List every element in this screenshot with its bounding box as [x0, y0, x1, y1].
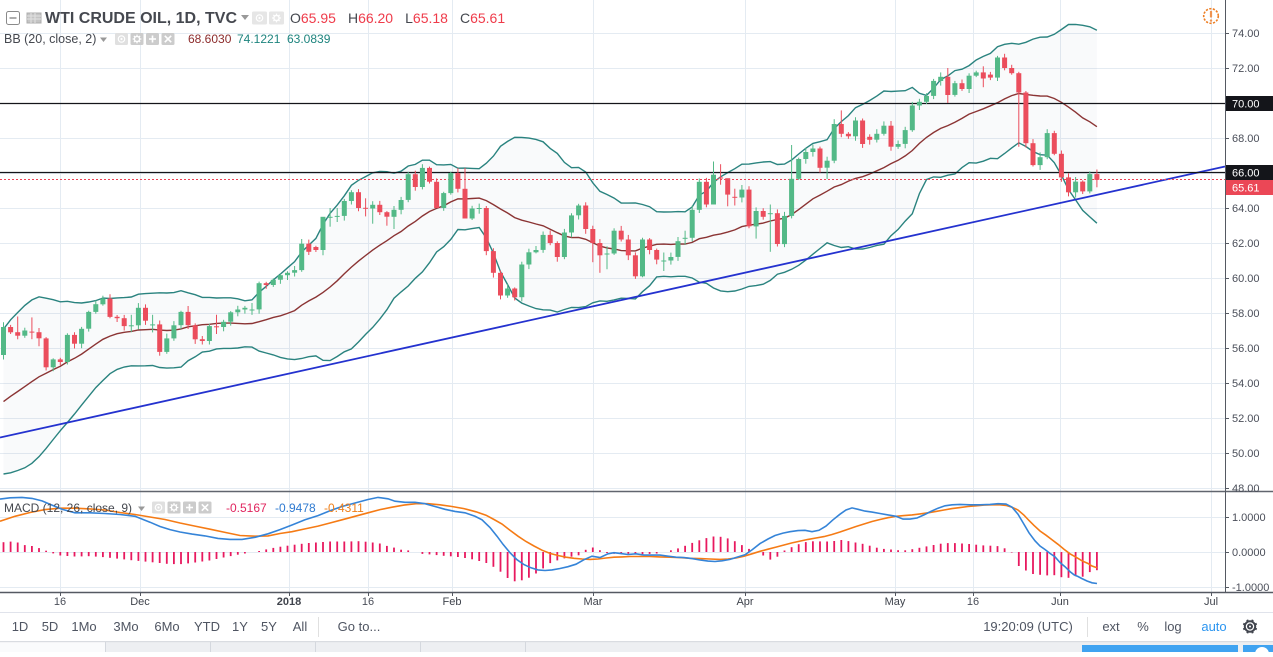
svg-text:-0.5167: -0.5167 [226, 501, 267, 515]
svg-text:WTI CRUDE OIL, 1D, TVC: WTI CRUDE OIL, 1D, TVC [45, 10, 237, 27]
svg-text:Go to...: Go to... [338, 619, 381, 634]
svg-text:Feb: Feb [443, 596, 462, 608]
svg-text:16: 16 [362, 596, 374, 608]
svg-text:19:20:09 (UTC): 19:20:09 (UTC) [983, 619, 1073, 634]
svg-text:48.00: 48.00 [1232, 483, 1260, 495]
svg-text:%: % [1137, 619, 1149, 634]
svg-text:Dec: Dec [130, 596, 150, 608]
svg-text:May: May [885, 596, 906, 608]
svg-text:YTD: YTD [194, 619, 220, 634]
svg-text:66.00: 66.00 [1232, 168, 1260, 180]
svg-text:64.00: 64.00 [1232, 203, 1260, 215]
svg-text:Mar: Mar [584, 596, 603, 608]
svg-text:1.0000: 1.0000 [1232, 512, 1266, 524]
svg-text:3Mo: 3Mo [113, 619, 138, 634]
svg-text:-0.9478: -0.9478 [275, 501, 316, 515]
svg-text:52.00: 52.00 [1232, 413, 1260, 425]
svg-text:log: log [1164, 619, 1181, 634]
svg-text:6Mo: 6Mo [154, 619, 179, 634]
svg-text:62.00: 62.00 [1232, 238, 1260, 250]
svg-text:0.0000: 0.0000 [1232, 547, 1266, 559]
svg-text:63.0839: 63.0839 [287, 32, 331, 46]
svg-text:16: 16 [967, 596, 979, 608]
svg-text:65.61: 65.61 [1232, 183, 1260, 195]
svg-text:54.00: 54.00 [1232, 378, 1260, 390]
svg-text:-0.4311: -0.4311 [324, 501, 364, 515]
svg-text:-1.0000: -1.0000 [1232, 582, 1269, 594]
svg-text:68.00: 68.00 [1232, 133, 1260, 145]
svg-text:2018: 2018 [277, 596, 301, 608]
svg-text:70.00: 70.00 [1232, 99, 1260, 111]
svg-text:74.1221: 74.1221 [237, 32, 281, 46]
svg-text:68.6030: 68.6030 [188, 32, 232, 46]
svg-text:5D: 5D [42, 619, 59, 634]
svg-text:74.00: 74.00 [1232, 28, 1260, 40]
svg-text:1D: 1D [12, 619, 29, 634]
svg-text:1Y: 1Y [232, 619, 248, 634]
svg-text:BB (20, close, 2): BB (20, close, 2) [4, 32, 96, 46]
svg-text:Jun: Jun [1051, 596, 1069, 608]
svg-text:All: All [293, 619, 308, 634]
svg-text:auto: auto [1201, 619, 1226, 634]
svg-text:16: 16 [54, 596, 66, 608]
svg-text:Apr: Apr [736, 596, 753, 608]
svg-text:50.00: 50.00 [1232, 448, 1260, 460]
svg-text:ext: ext [1102, 619, 1120, 634]
svg-text:1Mo: 1Mo [71, 619, 96, 634]
svg-text:60.00: 60.00 [1232, 273, 1260, 285]
svg-text:72.00: 72.00 [1232, 63, 1260, 75]
svg-text:Jul: Jul [1204, 596, 1218, 608]
svg-text:MACD (12, 26, close, 9): MACD (12, 26, close, 9) [4, 501, 132, 515]
svg-text:56.00: 56.00 [1232, 343, 1260, 355]
svg-text:5Y: 5Y [261, 619, 277, 634]
svg-text:58.00: 58.00 [1232, 308, 1260, 320]
